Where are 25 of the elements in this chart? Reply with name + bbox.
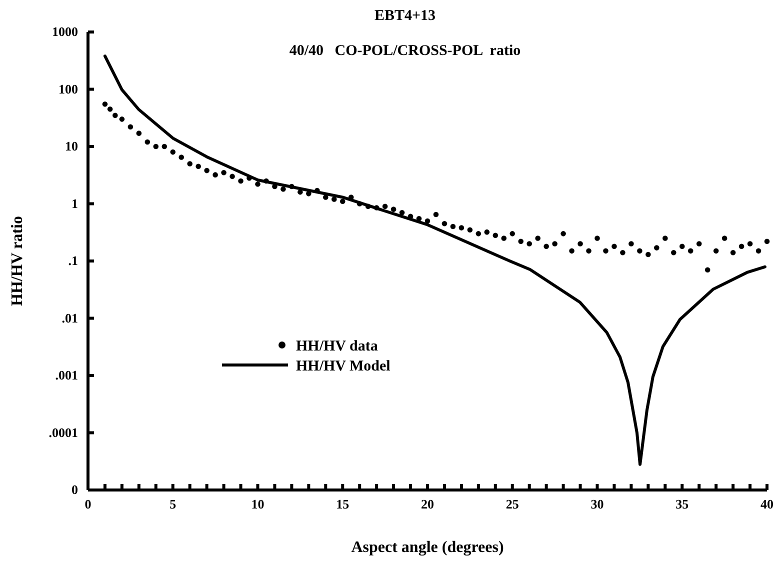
y-tick-label: 100 — [58, 81, 78, 96]
legend-label: HH/HV data — [296, 338, 378, 354]
x-tick-label: 30 — [590, 496, 604, 512]
chart-title: EBT4+13 — [374, 8, 436, 24]
x-tick-label: 40 — [760, 496, 774, 512]
y-tick-label: 10 — [65, 138, 78, 154]
text: 40/40 CO-POL/CROSS-POL ratio — [289, 43, 521, 59]
y-tick-label: .01 — [62, 310, 78, 326]
y-axis-title: HH/HV ratio — [9, 216, 26, 306]
x-tick-label: 5 — [170, 496, 177, 512]
y-tick-label: 0 — [72, 482, 78, 498]
y-tick-label: 1000 — [52, 24, 78, 40]
y-tick-label: .1 — [68, 253, 78, 268]
x-tick-label: 0 — [84, 496, 92, 512]
x-tick-label: 10 — [251, 496, 264, 512]
line-series — [103, 54, 766, 466]
y-tick-label: 1 — [72, 196, 78, 211]
x-tick-label: 35 — [676, 496, 690, 512]
legend-label: HH/HV Model — [296, 358, 390, 374]
x-tick-label: 25 — [506, 496, 520, 512]
x-tick-label: 15 — [336, 496, 350, 512]
y-tick-label: .001 — [55, 368, 78, 383]
x-tick-label: 20 — [421, 496, 434, 512]
x-axis-title: Aspect angle (degrees) — [351, 539, 504, 556]
y-tick-label: .0001 — [48, 424, 78, 440]
